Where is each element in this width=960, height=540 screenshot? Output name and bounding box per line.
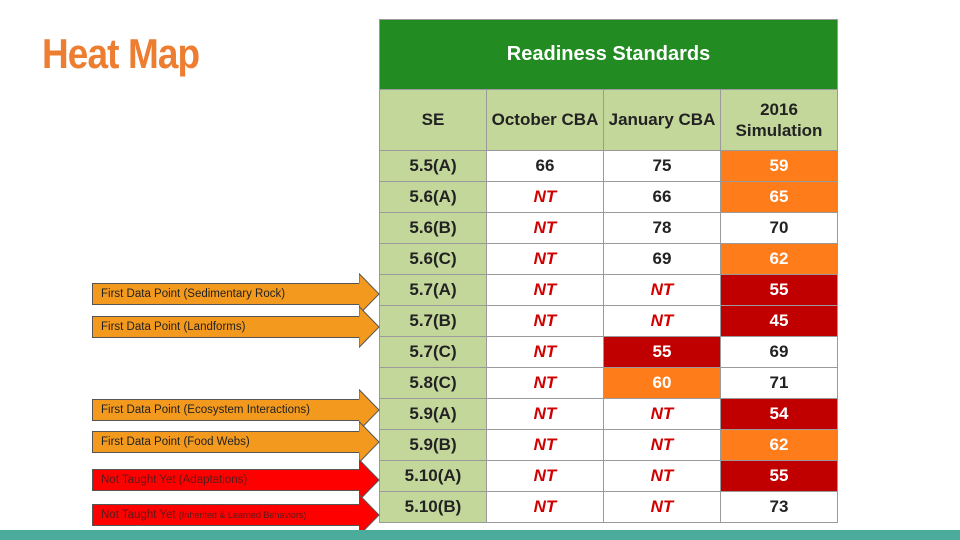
callout-small-text: (Inherited & Learned Behaviors) — [178, 510, 307, 520]
callout-text: Not Taught Yet (Adaptations) — [101, 474, 248, 486]
se-cell: 5.6(B) — [379, 212, 487, 244]
january-cba-cell: 60 — [603, 367, 721, 399]
table-row: 5.7(B) NT NT 45 — [379, 305, 838, 337]
callout-label: Not Taught Yet (Inherited & Learned Beha… — [92, 504, 360, 526]
callout-text: First Data Point (Food Webs) — [101, 436, 250, 448]
october-cba-cell: NT — [486, 491, 604, 523]
se-cell: 5.5(A) — [379, 150, 487, 182]
table-row: 5.9(B) NT NT 62 — [379, 429, 838, 461]
arrow-head-icon — [359, 273, 380, 315]
callout-label: Not Taught Yet (Adaptations) — [92, 469, 360, 491]
january-cba-cell: NT — [603, 305, 721, 337]
october-cba-cell: NT — [486, 305, 604, 337]
callout-text: Not Taught Yet — [101, 509, 179, 521]
october-cba-cell: NT — [486, 181, 604, 213]
january-cba-cell: 78 — [603, 212, 721, 244]
callout-label: First Data Point (Food Webs) — [92, 431, 360, 453]
january-cba-cell: NT — [603, 429, 721, 461]
simulation-2016-cell: 59 — [720, 150, 838, 182]
simulation-2016-cell: 69 — [720, 336, 838, 368]
table-row: 5.7(C) NT 55 69 — [379, 336, 838, 368]
table-banner: Readiness Standards — [379, 19, 838, 90]
table-row: 5.6(C) NT 69 62 — [379, 243, 838, 275]
se-cell: 5.7(B) — [379, 305, 487, 337]
callout-label: First Data Point (Landforms) — [92, 316, 360, 338]
simulation-2016-cell: 65 — [720, 181, 838, 213]
se-cell: 5.9(A) — [379, 398, 487, 430]
table-body: 5.5(A) 66 75 59 5.6(A) NT 66 65 5.6(B) NT 78 70 5.6(… — [379, 150, 838, 523]
se-cell: 5.7(C) — [379, 336, 487, 368]
arrow-head-icon — [359, 494, 380, 536]
se-cell: 5.7(A) — [379, 274, 487, 306]
october-cba-cell: NT — [486, 336, 604, 368]
october-cba-cell: 66 — [486, 150, 604, 182]
column-header-january-cba: January CBA — [603, 89, 721, 151]
se-cell: 5.6(A) — [379, 181, 487, 213]
table-row: 5.5(A) 66 75 59 — [379, 150, 838, 182]
se-cell: 5.10(A) — [379, 460, 487, 492]
simulation-2016-cell: 71 — [720, 367, 838, 399]
october-cba-cell: NT — [486, 460, 604, 492]
table-row: 5.10(B) NT NT 73 — [379, 491, 838, 523]
table-row: 5.10(A) NT NT 55 — [379, 460, 838, 492]
simulation-2016-cell: 45 — [720, 305, 838, 337]
october-cba-cell: NT — [486, 243, 604, 275]
callout-text: First Data Point (Ecosystem Interactions… — [101, 404, 310, 416]
october-cba-cell: NT — [486, 398, 604, 430]
table-row: 5.6(A) NT 66 65 — [379, 181, 838, 213]
arrow-head-icon — [359, 306, 380, 348]
se-cell: 5.10(B) — [379, 491, 487, 523]
simulation-2016-cell: 62 — [720, 243, 838, 275]
callout-label: First Data Point (Ecosystem Interactions… — [92, 399, 360, 421]
january-cba-cell: 55 — [603, 336, 721, 368]
table-row: 5.7(A) NT NT 55 — [379, 274, 838, 306]
simulation-2016-cell: 73 — [720, 491, 838, 523]
readiness-standards-table: Readiness Standards SE October CBA Janua… — [379, 19, 838, 523]
simulation-2016-cell: 70 — [720, 212, 838, 244]
callout-text: First Data Point (Landforms) — [101, 321, 246, 333]
january-cba-cell: NT — [603, 398, 721, 430]
table-row: 5.8(C) NT 60 71 — [379, 367, 838, 399]
se-cell: 5.9(B) — [379, 429, 487, 461]
callout-label: First Data Point (Sedimentary Rock) — [92, 283, 360, 305]
callout-text: First Data Point (Sedimentary Rock) — [101, 288, 286, 300]
arrow-head-icon — [359, 421, 380, 463]
table-row: 5.6(B) NT 78 70 — [379, 212, 838, 244]
arrow-head-icon — [359, 389, 380, 431]
january-cba-cell: 66 — [603, 181, 721, 213]
arrow-head-icon — [359, 459, 380, 501]
slide-title: Heat Map — [42, 30, 200, 77]
column-header-2016-simulation: 2016 Simulation — [720, 89, 838, 151]
simulation-2016-cell: 55 — [720, 460, 838, 492]
january-cba-cell: NT — [603, 274, 721, 306]
january-cba-cell: 75 — [603, 150, 721, 182]
january-cba-cell: 69 — [603, 243, 721, 275]
simulation-2016-cell: 62 — [720, 429, 838, 461]
se-cell: 5.8(C) — [379, 367, 487, 399]
table-row: 5.9(A) NT NT 54 — [379, 398, 838, 430]
se-cell: 5.6(C) — [379, 243, 487, 275]
october-cba-cell: NT — [486, 274, 604, 306]
simulation-2016-cell: 55 — [720, 274, 838, 306]
column-header-se: SE — [379, 89, 487, 151]
column-header-october-cba: October CBA — [486, 89, 604, 151]
january-cba-cell: NT — [603, 491, 721, 523]
january-cba-cell: NT — [603, 460, 721, 492]
october-cba-cell: NT — [486, 212, 604, 244]
simulation-2016-cell: 54 — [720, 398, 838, 430]
bottom-accent-bar — [0, 530, 960, 540]
october-cba-cell: NT — [486, 429, 604, 461]
october-cba-cell: NT — [486, 367, 604, 399]
